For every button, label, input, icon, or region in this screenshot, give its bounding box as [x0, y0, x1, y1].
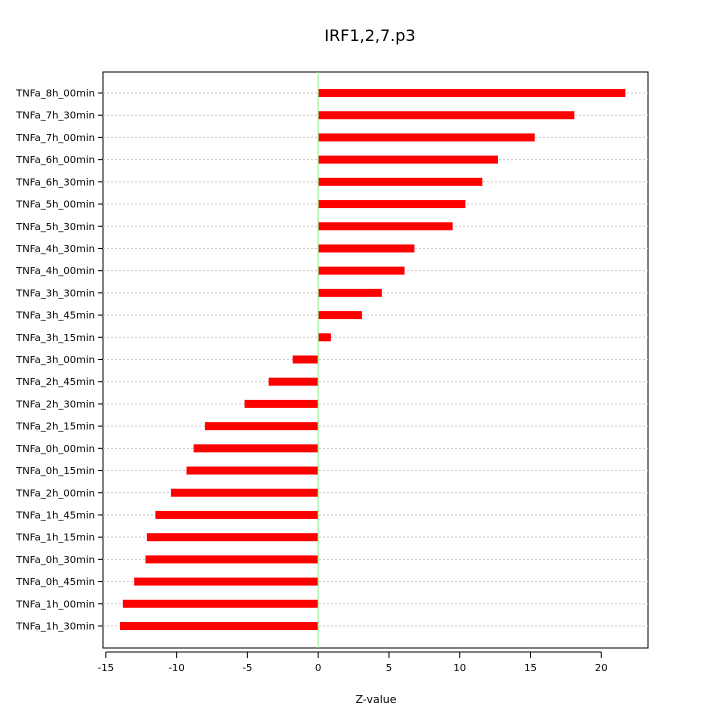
category-label: TNFa_6h_30min	[15, 177, 95, 188]
category-label: TNFa_1h_45min	[15, 510, 95, 521]
category-label: TNFa_3h_30min	[15, 288, 95, 299]
x-axis-label: Z-value	[355, 693, 396, 706]
bar	[318, 89, 626, 97]
category-label: TNFa_3h_15min	[15, 333, 95, 344]
bar	[318, 266, 405, 275]
category-label: TNFa_1h_00min	[15, 599, 95, 610]
category-label: TNFa_1h_30min	[15, 622, 95, 633]
category-label: TNFa_3h_00min	[15, 355, 95, 366]
bar	[318, 177, 483, 186]
category-label: TNFa_1h_15min	[15, 533, 95, 544]
bar	[268, 377, 319, 386]
bar	[318, 200, 466, 209]
bars	[119, 89, 626, 630]
bar	[318, 311, 363, 320]
bar	[119, 622, 319, 630]
grid-lines	[103, 92, 648, 627]
category-label: TNFa_2h_15min	[15, 422, 95, 433]
category-label: TNFa_2h_45min	[15, 377, 95, 388]
bar	[204, 422, 319, 431]
bar	[318, 288, 382, 297]
bar	[318, 133, 535, 142]
x-tick-label: 0	[315, 663, 321, 674]
bar	[318, 111, 575, 120]
bar	[146, 533, 319, 542]
x-tick-label: -10	[168, 663, 184, 674]
category-label: TNFa_5h_30min	[15, 222, 95, 233]
category-label: TNFa_0h_30min	[15, 555, 95, 566]
bar	[193, 444, 319, 453]
category-label: TNFa_4h_30min	[15, 244, 95, 255]
bar	[318, 222, 453, 231]
bar	[292, 355, 319, 364]
category-label: TNFa_3h_45min	[15, 311, 95, 322]
category-label: TNFa_0h_00min	[15, 444, 95, 455]
category-label: TNFa_7h_00min	[15, 133, 95, 144]
category-labels: TNFa_8h_00min TNFa_7h_30min TNFa_7h_00min T…	[15, 89, 103, 633]
bar	[244, 399, 319, 408]
x-tick-label: 10	[453, 663, 466, 674]
bar	[122, 599, 319, 608]
x-tick-label: -5	[242, 663, 252, 674]
category-label: TNFa_6h_00min	[15, 155, 95, 166]
x-tick-label: 20	[595, 663, 608, 674]
category-label: TNFa_4h_00min	[15, 266, 95, 277]
x-tick-label: 15	[524, 663, 537, 674]
bar	[170, 488, 319, 497]
category-label: TNFa_2h_30min	[15, 399, 95, 410]
bar	[186, 466, 319, 475]
category-label: TNFa_5h_00min	[15, 200, 95, 211]
category-label: TNFa_2h_00min	[15, 488, 95, 499]
x-tick-label: -15	[98, 663, 114, 674]
category-label: TNFa_8h_00min	[15, 89, 95, 100]
bar	[318, 244, 415, 253]
category-label: TNFa_7h_30min	[15, 111, 95, 122]
bar	[145, 555, 319, 564]
bar	[155, 510, 319, 519]
category-label: TNFa_0h_15min	[15, 466, 95, 477]
bar	[318, 333, 331, 342]
chart-title: IRF1,2,7.p3	[324, 26, 415, 45]
x-axis: -15 -10 -5 0 5 10 15 20	[98, 651, 608, 674]
category-label: TNFa_0h_45min	[15, 577, 95, 588]
bar	[134, 577, 319, 586]
x-tick-label: 5	[386, 663, 392, 674]
bar	[318, 155, 498, 164]
